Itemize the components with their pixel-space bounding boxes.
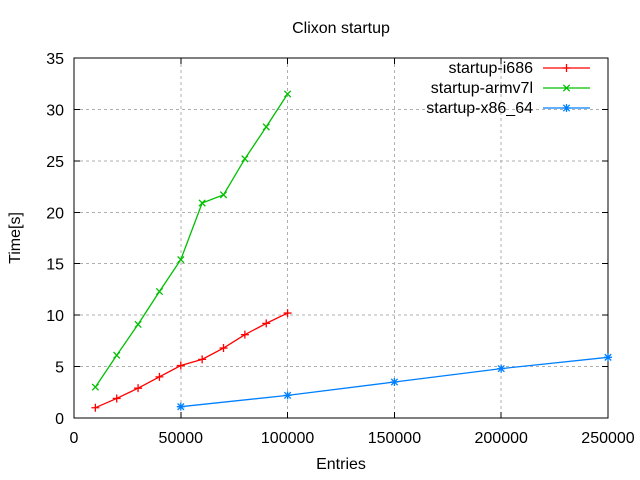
y-tick-label: 35 xyxy=(46,51,64,68)
series-marker-startup-x86_64 xyxy=(497,364,506,373)
series-marker-startup-i686 xyxy=(112,394,121,403)
series-marker-startup-i686 xyxy=(262,319,271,328)
legend-label-startup-armv7l: startup-armv7l xyxy=(431,80,533,97)
x-tick-label: 50000 xyxy=(159,430,204,447)
chart-title: Clixon startup xyxy=(292,20,390,37)
series-marker-startup-i686 xyxy=(240,330,249,339)
y-tick-label: 10 xyxy=(46,308,64,325)
x-tick-label: 0 xyxy=(70,430,79,447)
legend-sample-marker-startup-x86_64 xyxy=(562,104,571,112)
legend: startup-i686 startup-armv7l startup-x86_64 xyxy=(426,60,590,117)
x-tick-label: 200000 xyxy=(475,430,528,447)
series-marker-startup-armv7l xyxy=(91,383,100,391)
series-marker-startup-i686 xyxy=(134,384,143,393)
series-marker-startup-armv7l xyxy=(219,191,228,199)
y-tick-label: 30 xyxy=(46,102,64,119)
y-tick-label: 0 xyxy=(55,411,64,428)
series-marker-startup-armv7l xyxy=(262,123,270,131)
axis-layer: 0 50000 100000 150000 200000 250000 0 5 10 15 20 25… xyxy=(46,51,635,447)
x-tick-label: 250000 xyxy=(581,430,634,447)
legend-label-startup-i686: startup-i686 xyxy=(449,60,534,77)
y-tick-label: 5 xyxy=(55,360,64,377)
series-marker-startup-i686 xyxy=(176,361,185,370)
series-marker-startup-x86_64 xyxy=(390,378,399,386)
legend-label-startup-x86_64: startup-x86_64 xyxy=(426,100,533,117)
series-marker-startup-i686 xyxy=(219,344,228,353)
plot-border xyxy=(73,57,609,419)
series-marker-startup-i686 xyxy=(283,309,292,318)
x-axis-label: Entries xyxy=(316,456,366,473)
y-tick-label: 15 xyxy=(46,257,64,274)
series-marker-startup-i686 xyxy=(155,372,164,381)
y-axis-label: Time[s] xyxy=(7,212,24,264)
series-marker-startup-armv7l xyxy=(177,255,185,264)
legend-sample-marker-startup-armv7l xyxy=(562,84,571,92)
series-marker-startup-armv7l xyxy=(134,320,142,329)
series-marker-startup-armv7l xyxy=(198,199,206,207)
y-tick-label: 20 xyxy=(46,205,64,222)
series-marker-startup-i686 xyxy=(91,403,100,412)
series-marker-startup-armv7l xyxy=(155,287,164,296)
series-line-startup-i686 xyxy=(95,312,288,409)
series-marker-startup-i686 xyxy=(198,355,207,364)
series-marker-startup-x86_64 xyxy=(176,402,185,411)
series-marker-startup-armv7l xyxy=(241,155,249,163)
series-marker-startup-armv7l xyxy=(113,351,121,359)
series-marker-startup-armv7l xyxy=(283,90,292,98)
series-marker-startup-x86_64 xyxy=(283,391,292,400)
series-line-startup-armv7l xyxy=(94,93,289,388)
y-tick-label: 25 xyxy=(46,154,64,171)
series-layer xyxy=(91,90,612,412)
x-tick-label: 100000 xyxy=(261,430,314,447)
series-marker-startup-x86_64 xyxy=(604,353,612,362)
x-tick-label: 150000 xyxy=(368,430,421,447)
legend-sample-marker-startup-i686 xyxy=(562,64,571,72)
